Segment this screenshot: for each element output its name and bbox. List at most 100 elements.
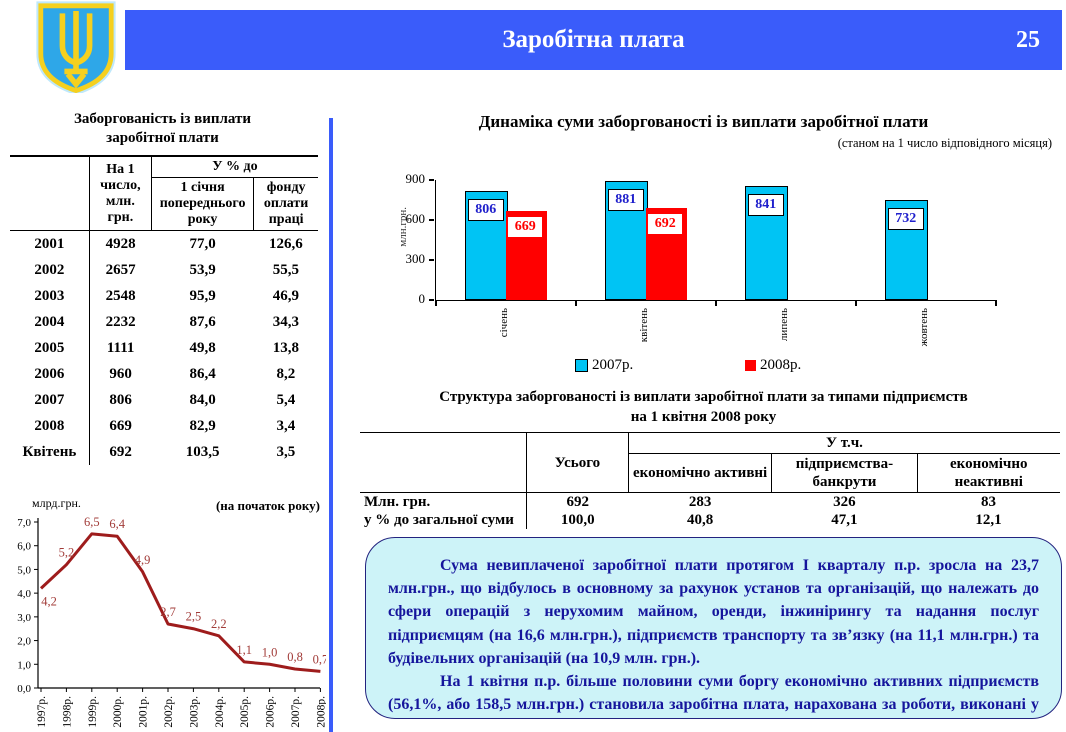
- structure-table-incl-header: У т.ч.: [628, 432, 1060, 454]
- x-axis-tick: [855, 300, 857, 306]
- legend-item-2007р.: 2007р.: [575, 357, 633, 374]
- data-point-label: 2,7: [160, 605, 176, 619]
- structure-table-title-line2: на 1 квітня 2008 року: [630, 408, 777, 425]
- structure-table-body: Млн. грн. 692 283 326 83 у % до загально…: [360, 492, 1060, 529]
- x-axis-tick-label: 2002р.: [163, 696, 175, 728]
- x-axis-category-label: жовтень: [918, 308, 930, 347]
- y-axis-tick: [429, 219, 434, 221]
- line-chart-annotation: (на початок року): [215, 498, 320, 513]
- y-axis-tick-label: 900: [405, 171, 426, 186]
- data-point-label: 1,1: [236, 643, 252, 657]
- table-row: 2005 1111 49,8 13,8: [10, 335, 318, 362]
- x-axis-tick-label: 2001р.: [138, 696, 150, 728]
- period-cell: 2002: [10, 257, 90, 284]
- debt-table-title-line2: заробітної плати: [106, 129, 219, 146]
- amount-cell: 4928: [105, 235, 136, 252]
- pct-prev-cell: 87,6: [189, 313, 216, 330]
- structure-table-sub-header-inactive: економічно неактивні: [917, 453, 1060, 493]
- data-point-label: 2,5: [186, 610, 202, 624]
- pct-prev-cell: 86,4: [189, 365, 216, 382]
- pct-prev-cell: 82,9: [189, 417, 216, 434]
- amount-cell: 2232: [105, 313, 136, 330]
- trident-emblem-graphic: [36, 1, 116, 96]
- y-axis-tick-label: 7,0: [17, 517, 31, 529]
- table-row: 2006 960 86,4 8,2: [10, 361, 318, 388]
- amount-cell: 2657: [105, 261, 136, 278]
- period-cell: 2001: [10, 230, 90, 258]
- y-axis-tick-label: 0,0: [17, 683, 31, 695]
- pct-prev-cell: 53,9: [189, 261, 216, 278]
- value-cell: 40,8: [686, 512, 714, 528]
- y-axis-tick: [429, 259, 434, 261]
- period-cell: 2003: [10, 283, 90, 310]
- debt-table-title-line1: Заборгованість із виплати: [73, 111, 252, 127]
- debt-table-pct-col1-header: 1 січня попереднього року: [151, 177, 254, 232]
- y-axis-tick-label: 3,0: [17, 612, 31, 624]
- row-label-cell: Млн. грн.: [360, 492, 527, 511]
- legend-swatch-icon: [745, 360, 756, 371]
- amount-cell: 692: [109, 443, 132, 460]
- structure-table: Усього У т.ч. економічно активні підприє…: [360, 432, 1060, 529]
- pct-prev-cell: 103,5: [185, 443, 220, 460]
- bar-value-label: 692: [648, 213, 683, 234]
- structure-table-title: Структура заборгованості із виплати заро…: [345, 388, 1062, 427]
- y-axis-tick-label: 300: [405, 251, 426, 266]
- amount-cell: 960: [109, 365, 132, 382]
- period-cell: 2004: [10, 309, 90, 336]
- data-point-label: 4,2: [41, 594, 57, 608]
- structure-table-corner-cell: [360, 432, 527, 493]
- debt-line-series: [39, 532, 321, 673]
- legend-label: 2007р.: [592, 357, 634, 373]
- page-number: 25: [1016, 27, 1040, 53]
- structure-table-total-header: Усього: [526, 432, 629, 493]
- header-bar: Заробітна плата 25: [125, 10, 1062, 70]
- bar-value-label: 669: [508, 216, 543, 237]
- bar-value-label: 841: [747, 193, 784, 216]
- line-chart-y-axis-label: млрд.грн.: [32, 496, 81, 510]
- x-axis-tick-label: 1998р.: [61, 696, 73, 728]
- table-row: 2002 2657 53,9 55,5: [10, 257, 318, 284]
- x-axis-tick-label: 2004р.: [214, 696, 226, 728]
- period-cell: 2008: [10, 413, 90, 440]
- debt-table-pct-group-header: У % до: [151, 155, 318, 179]
- pct-fund-cell: 13,8: [272, 339, 300, 356]
- bar-chart-title: Динаміка суми заборгованості із виплати …: [478, 112, 929, 131]
- y-axis-tick: [429, 179, 434, 181]
- note-paragraph-1: Сума невиплаченої заробітної плати протя…: [388, 557, 1039, 667]
- data-point-label: 4,9: [135, 553, 151, 567]
- pct-fund-cell: 5,4: [276, 391, 296, 408]
- table-row: 2001 4928 77,0 126,6: [10, 230, 318, 258]
- structure-table-title-line1: Структура заборгованості із виплати заро…: [439, 389, 968, 405]
- y-axis-tick-label: 5,0: [17, 564, 31, 576]
- pct-fund-cell: 34,3: [272, 313, 300, 330]
- x-axis-tick: [435, 300, 437, 306]
- table-row: у % до загальної суми 100,0 40,8 47,1 12…: [360, 511, 1060, 529]
- y-axis-tick-label: 2,0: [17, 636, 31, 648]
- bar-value-label: 806: [467, 198, 504, 221]
- amount-cell: 2548: [105, 287, 136, 304]
- value-cell: 12,1: [975, 512, 1002, 528]
- structure-table-sub-header-active: економічно активні: [628, 453, 772, 493]
- wage-debt-bar-chart: Динаміка суми заборгованості із виплати …: [345, 112, 1062, 387]
- debt-table-pct-col2-header: фонду оплати праці: [253, 177, 318, 232]
- amount-cell: 806: [109, 391, 132, 408]
- value-cell: 100,0: [560, 512, 595, 528]
- table-row: 2004 2232 87,6 34,3: [10, 309, 318, 336]
- page-title: Заробітна плата: [502, 26, 685, 53]
- bar-chart-subtitle: (станом на 1 число відповідного місяця): [837, 136, 1052, 150]
- line-chart-canvas: 0,0 1,0 2,0 3,0 4,0 5,0 6,0 7,0 1997р. 1998р. 1999…: [17, 515, 326, 728]
- x-axis-category-label: січень: [498, 308, 510, 338]
- pct-prev-cell: 77,0: [189, 235, 216, 252]
- wage-debt-line-chart: млрд.грн. (на початок року) 0,0 1,0 2,0 3,0…: [8, 496, 326, 732]
- x-axis-tick-label: 2003р.: [188, 696, 200, 728]
- period-cell: 2005: [10, 335, 90, 362]
- data-point-label: 5,2: [59, 546, 75, 560]
- value-cell: 47,1: [831, 512, 858, 528]
- debt-table-amount-header: На 1 число, млн. грн.: [88, 155, 152, 232]
- x-axis-tick: [995, 300, 997, 306]
- table-row: Млн. грн. 692 283 326 83: [360, 492, 1060, 511]
- data-point-label: 1,0: [262, 645, 278, 659]
- table-row: Квітень 692 103,5 3,5: [10, 439, 318, 466]
- x-axis-category-label: липень: [778, 308, 790, 342]
- debt-table: На 1 число, млн. грн. У % до 1 січня поп…: [10, 155, 318, 466]
